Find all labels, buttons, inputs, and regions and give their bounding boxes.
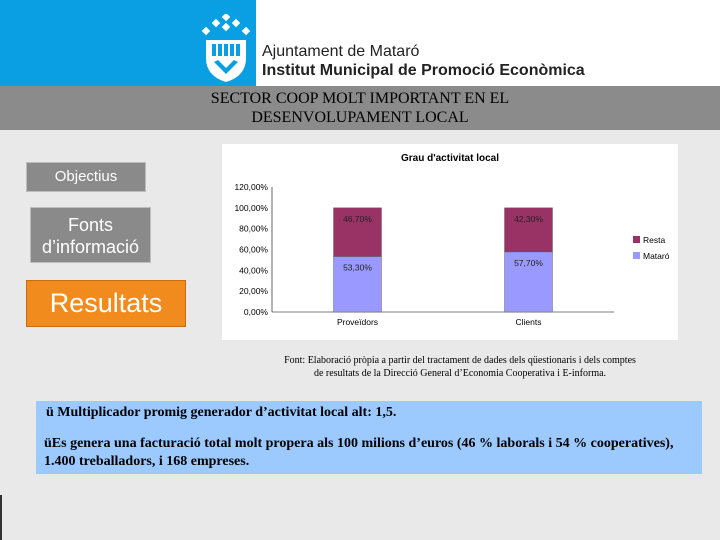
source-note: Font: Elaboració pròpia a partir del tra… bbox=[240, 354, 680, 380]
org-name-line2: Institut Municipal de Promoció Econòmica bbox=[262, 62, 585, 79]
nav-button-fonts-line1: Fonts bbox=[67, 215, 114, 235]
org-name: Ajuntament de Mataró Institut Municipal … bbox=[262, 42, 585, 80]
nav-button-objectius[interactable]: Objectius bbox=[26, 162, 146, 192]
findings-box: ü Multiplicador promig generador d’activ… bbox=[36, 401, 702, 474]
legend-label: Resta bbox=[643, 235, 665, 245]
activity-chart: Grau d'activitat local 0,00% 20,00% 40,00%… bbox=[234, 153, 670, 327]
org-name-line1: Ajuntament de Mataró bbox=[262, 43, 420, 60]
legend-swatch bbox=[633, 236, 640, 243]
nav-button-fonts-line2: d’informació bbox=[41, 237, 140, 257]
data-label: 42,30% bbox=[514, 214, 543, 224]
x-tick-label: Proveïdors bbox=[337, 317, 378, 327]
y-tick-label: 120,00% bbox=[234, 182, 268, 192]
legend-label: Mataró bbox=[643, 251, 670, 261]
y-tick-label: 80,00% bbox=[239, 224, 268, 234]
bar-resta bbox=[504, 207, 553, 253]
bar-mataró bbox=[504, 251, 553, 313]
finding-multiplier: ü Multiplicador promig generador d’activ… bbox=[46, 405, 397, 420]
y-tick-label: 60,00% bbox=[239, 245, 268, 255]
page-title: SECTOR COOP MOLT IMPORTANT EN EL DESENVO… bbox=[120, 89, 600, 127]
left-edge-line bbox=[0, 495, 2, 540]
legend-swatch bbox=[633, 252, 640, 259]
page-title-line2: DESENVOLUPAMENT LOCAL bbox=[251, 109, 469, 126]
chart-title: Grau d'activitat local bbox=[401, 153, 499, 164]
y-tick-label: 20,00% bbox=[239, 286, 268, 296]
x-tick-label: Clients bbox=[516, 317, 542, 327]
y-tick-label: 40,00% bbox=[239, 265, 268, 275]
data-label: 57,70% bbox=[514, 258, 543, 268]
finding-turnover: üEs genera una facturació total molt pro… bbox=[44, 436, 674, 469]
nav-button-fonts[interactable]: Fonts d’informació bbox=[30, 207, 151, 263]
header-bar: Ajuntament de Mataró Institut Municipal … bbox=[0, 0, 720, 88]
data-label: 53,30% bbox=[343, 262, 372, 272]
page-title-line1: SECTOR COOP MOLT IMPORTANT EN EL bbox=[210, 90, 510, 107]
source-line2: de resultats de la Direcció General d’Ec… bbox=[313, 368, 607, 379]
data-label: 46,70% bbox=[343, 214, 372, 224]
city-shield-logo-icon bbox=[201, 14, 251, 82]
bar-resta bbox=[333, 207, 382, 257]
nav-button-resultats[interactable]: Resultats bbox=[26, 280, 186, 327]
source-line1: Font: Elaboració pròpia a partir del tra… bbox=[284, 355, 636, 366]
y-tick-label: 100,00% bbox=[234, 203, 268, 213]
bar-mataró bbox=[333, 256, 382, 313]
chart-panel: Grau d'activitat local 0,00% 20,00% 40,00%… bbox=[222, 144, 678, 340]
y-tick-label: 0,00% bbox=[244, 307, 269, 317]
title-bar: SECTOR COOP MOLT IMPORTANT EN EL DESENVO… bbox=[0, 86, 720, 130]
